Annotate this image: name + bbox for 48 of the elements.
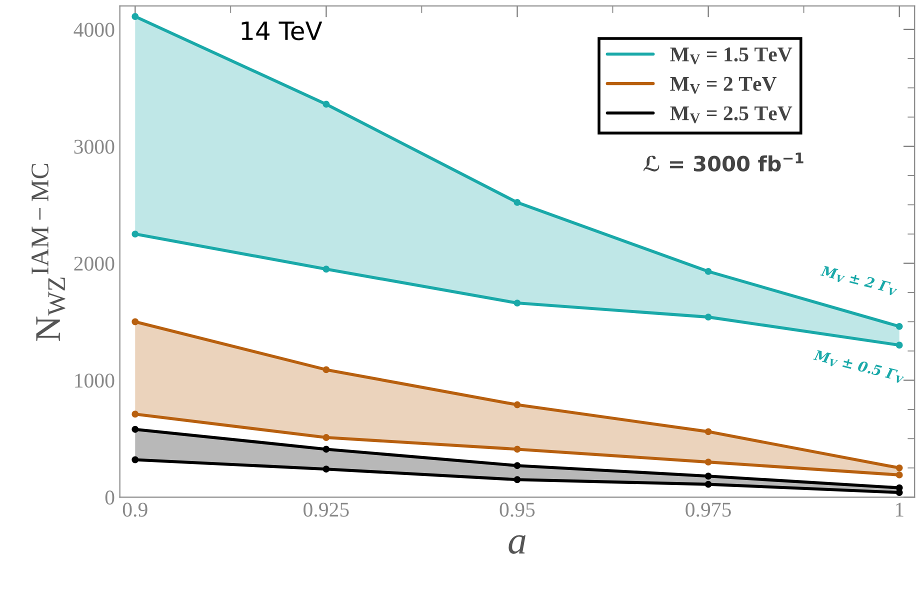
point <box>514 446 521 453</box>
x-tick-label: 0.975 <box>686 502 731 517</box>
point <box>514 198 521 206</box>
point <box>322 446 330 453</box>
legend-label: M$_{V}$ = 1.5 TeV <box>670 47 792 64</box>
x-axis-title: a <box>508 535 526 554</box>
y-axis-title: N$_{WZ}$$^{IAM−MC}$ <box>32 164 66 341</box>
point <box>514 300 521 307</box>
point <box>322 466 330 473</box>
x-tick-label: 0.95 <box>500 502 535 517</box>
point <box>132 426 139 433</box>
y-tick-label: 3000 <box>74 140 114 154</box>
point <box>132 13 139 20</box>
annotation: ℒ = 3000 fb$^{−1}$ <box>644 152 804 172</box>
point <box>896 464 903 472</box>
point <box>704 458 712 466</box>
point <box>132 230 139 238</box>
point <box>704 428 712 436</box>
y-tick-label: 2000 <box>74 256 114 271</box>
point <box>896 489 903 496</box>
point <box>322 266 330 273</box>
point <box>704 472 712 480</box>
point <box>896 322 903 330</box>
x-tick-label: 1 <box>896 502 904 516</box>
point <box>322 100 330 108</box>
y-tick-label: 4000 <box>74 22 114 37</box>
annotation: 14 TeV <box>242 22 322 40</box>
legend-label: M$_{V}$ = 2 TeV <box>670 76 777 94</box>
point <box>514 462 521 470</box>
point <box>514 401 521 408</box>
point <box>132 318 139 326</box>
point <box>704 314 712 321</box>
y-tick-label: 0 <box>105 490 114 505</box>
point <box>322 434 330 441</box>
point <box>896 471 903 478</box>
point <box>514 476 521 484</box>
point <box>704 480 712 488</box>
point <box>896 342 903 349</box>
annotation: M$_{V}$ ± 2 Γ$_{V}$ <box>820 265 898 296</box>
point <box>132 410 139 418</box>
y-tick-label: 1000 <box>75 374 114 388</box>
legend-label: M$_{V}$ = 2.5 TeV <box>670 106 792 124</box>
annotation: M$_{V}$ ± 0.5 Γ$_{V}$ <box>812 349 906 384</box>
point <box>322 366 330 374</box>
x-tick-label: 0.925 <box>304 502 349 517</box>
point <box>704 268 712 275</box>
x-tick-label: 0.9 <box>122 502 148 517</box>
point <box>132 456 139 464</box>
